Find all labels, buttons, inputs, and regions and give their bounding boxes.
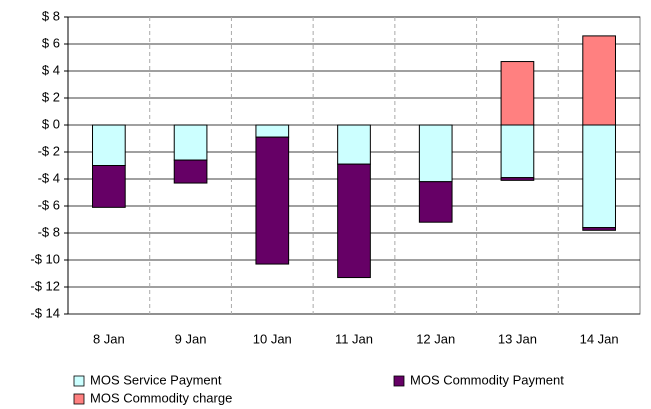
x-tick-label: 12 Jan <box>416 331 455 346</box>
x-tick-label: 13 Jan <box>498 331 537 346</box>
y-tick-label: -$ 8 <box>38 224 60 239</box>
bar-segment <box>255 136 290 265</box>
legend-label: MOS Commodity charge <box>90 390 232 405</box>
bar-segment <box>500 124 535 179</box>
legend-label: MOS Service Payment <box>90 372 222 387</box>
x-tick-label: 9 Jan <box>175 331 207 346</box>
bar-segment <box>582 124 616 229</box>
bar-segment <box>582 227 616 231</box>
bar-segment <box>500 61 535 126</box>
y-tick-label: $ 4 <box>42 62 60 77</box>
bar-segment <box>337 124 371 165</box>
legend-swatch <box>393 375 405 387</box>
x-tick-label: 11 Jan <box>335 331 373 346</box>
y-tick-label: -$ 12 <box>30 278 60 293</box>
y-tick-label: $ 0 <box>42 116 60 131</box>
bar-segment <box>582 35 616 126</box>
y-tick-label: $ 6 <box>42 35 60 50</box>
legend-swatch <box>73 393 85 405</box>
y-tick-label: -$ 6 <box>38 197 60 212</box>
x-tick-label: 8 Jan <box>93 331 125 346</box>
bar-segment <box>92 124 126 166</box>
bar-segment <box>418 181 453 223</box>
bar-segment <box>500 177 535 181</box>
x-tick-label: 14 Jan <box>580 331 619 346</box>
y-tick-label: -$ 10 <box>30 251 60 266</box>
x-tick-label: 10 Jan <box>253 331 292 346</box>
y-tick-label: $ 2 <box>42 89 60 104</box>
bar-segment <box>418 124 453 183</box>
bar-segment <box>337 163 371 279</box>
y-tick-label: -$ 14 <box>30 305 60 320</box>
bar-segment <box>173 124 208 161</box>
y-tick-label: -$ 4 <box>38 170 60 185</box>
bar-segment <box>92 165 126 208</box>
bar-segment <box>173 159 208 184</box>
y-tick-label: $ 8 <box>42 8 60 23</box>
legend-label: MOS Commodity Payment <box>410 372 564 387</box>
legend-swatch <box>73 375 85 387</box>
y-tick-label: -$ 2 <box>38 143 60 158</box>
bar-segment <box>255 124 290 138</box>
